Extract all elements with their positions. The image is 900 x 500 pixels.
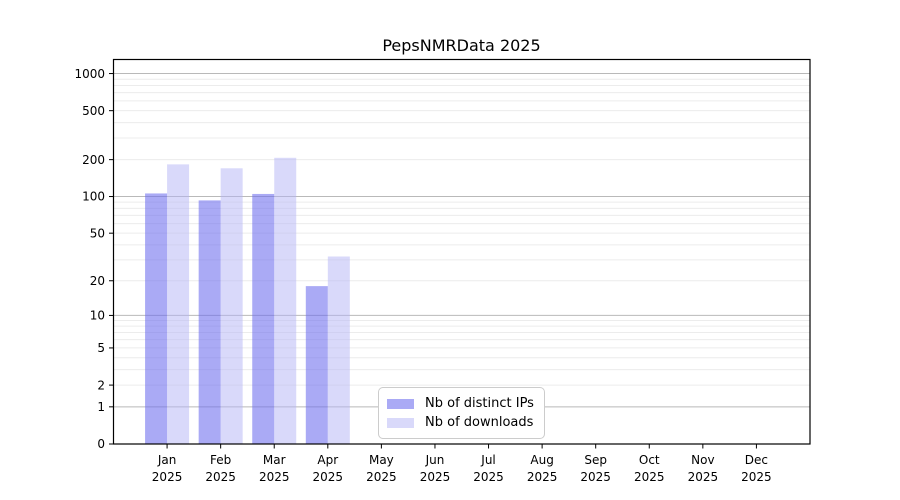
legend-item-distinct-ips: Nb of distinct IPs	[387, 395, 535, 412]
x-tick-label-month-may: May	[369, 453, 394, 467]
y-tick-label-0: 0	[97, 437, 105, 451]
chart-title: PepsNMRData 2025	[382, 36, 540, 55]
x-tick-label-month-jun: Jun	[425, 453, 445, 467]
x-tick-label-month-feb: Feb	[210, 453, 231, 467]
x-tick-label-year-oct: 2025	[634, 470, 665, 484]
plot-border	[112, 58, 811, 445]
x-tick-label-year-mar: 2025	[259, 470, 290, 484]
x-tick-label-year-jul: 2025	[473, 470, 504, 484]
y-tick-label-10: 10	[90, 309, 105, 323]
legend: Nb of distinct IPs Nb of downloads	[378, 387, 545, 439]
bar-layer	[145, 157, 350, 444]
y-tick-label-5: 5	[97, 341, 105, 355]
x-tick-label-month-jul: Jul	[480, 453, 495, 467]
x-tick-label-year-aug: 2025	[527, 470, 558, 484]
y-tick-label-1000: 1000	[74, 67, 105, 81]
bar-ips-feb	[198, 200, 221, 444]
x-tick-label-month-jan: Jan	[157, 453, 177, 467]
bar-ips-apr	[305, 286, 328, 444]
x-tick-label-month-sep: Sep	[584, 453, 607, 467]
legend-label-distinct-ips: Nb of distinct IPs	[425, 396, 534, 411]
x-tick-label-year-sep: 2025	[580, 470, 611, 484]
x-tick-label-month-apr: Apr	[317, 453, 338, 467]
y-tick-label-100: 100	[82, 190, 105, 204]
x-tick-label-month-nov: Nov	[691, 453, 714, 467]
y-tick-label-2: 2	[97, 378, 105, 392]
x-tick-label-month-aug: Aug	[530, 453, 553, 467]
legend-swatch-downloads	[387, 417, 414, 428]
x-tick-label-month-oct: Oct	[639, 453, 660, 467]
x-tick-label-year-nov: 2025	[688, 470, 719, 484]
x-tick-label-year-apr: 2025	[313, 470, 344, 484]
x-tick-label-year-jan: 2025	[152, 470, 183, 484]
legend-item-downloads: Nb of downloads	[387, 414, 535, 431]
legend-swatch-distinct-ips	[387, 398, 414, 409]
x-tick-label-month-mar: Mar	[263, 453, 286, 467]
x-tick-label-year-jun: 2025	[420, 470, 451, 484]
y-tick-label-200: 200	[82, 153, 105, 167]
legend-label-downloads: Nb of downloads	[425, 415, 534, 430]
axis-layer: 0 1 2 5 10 20 50 100 200 500 1000 Jan 2025 Feb 2025 Mar…	[74, 58, 811, 484]
bar-downloads-jan	[167, 164, 190, 444]
bar-downloads-apr	[327, 256, 350, 444]
bar-downloads-mar	[274, 157, 297, 444]
bar-ips-mar	[252, 193, 275, 444]
y-tick-label-500: 500	[82, 104, 105, 118]
bar-ips-jan	[145, 193, 168, 444]
x-tick-label-year-dec: 2025	[741, 470, 772, 484]
x-tick-label-month-dec: Dec	[745, 453, 768, 467]
y-tick-label-1: 1	[97, 400, 105, 414]
x-tick-label-year-feb: 2025	[205, 470, 236, 484]
bar-downloads-feb	[220, 168, 243, 444]
y-tick-label-50: 50	[90, 226, 105, 240]
y-tick-label-20: 20	[90, 274, 105, 288]
x-tick-label-year-may: 2025	[366, 470, 397, 484]
